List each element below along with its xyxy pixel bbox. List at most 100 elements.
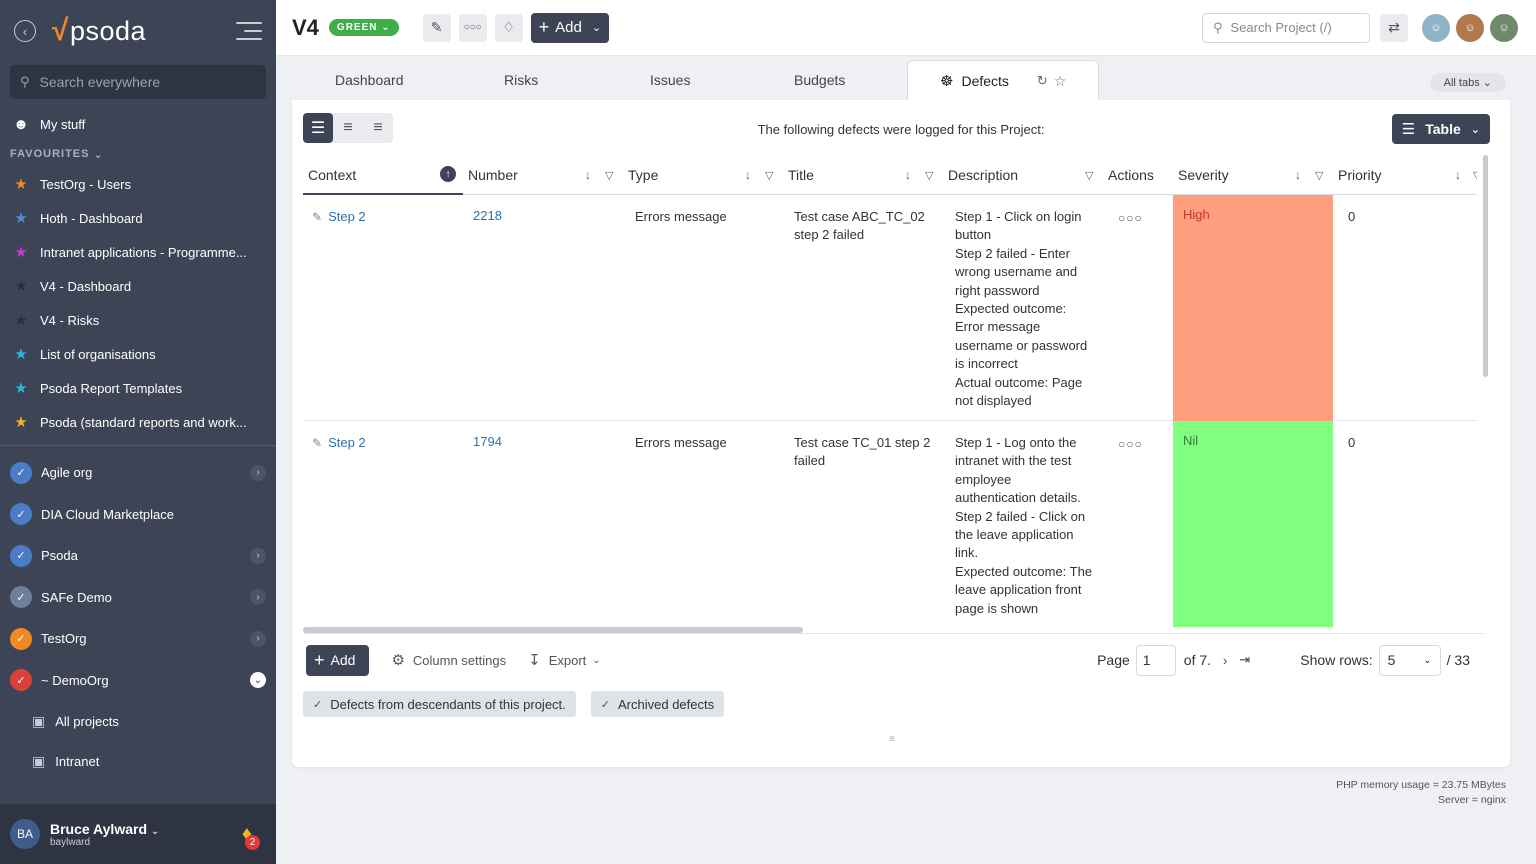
all-tabs-button[interactable]: All tabs ⌄ [1429,73,1506,92]
tab-dashboard[interactable]: Dashboard [335,72,404,88]
add-defect-button[interactable]: + Add [306,644,370,676]
horizontal-scrollbar[interactable] [303,627,803,633]
context-link[interactable]: ✎ Step 2 [312,209,366,224]
table-footer: + Add ⚙ Column settings ↧ Export ⌄ Page … [306,644,1470,676]
global-search-input[interactable]: ⚲ Search everywhere [10,65,266,99]
add-button[interactable]: + Add ⌄ [530,12,610,43]
sidebar-favourite-item[interactable]: ★ TestOrg - Users [0,167,276,201]
avatar[interactable]: ☺ [1454,11,1486,44]
resize-grip-icon[interactable]: ≡ [889,734,895,745]
refresh-icon[interactable]: ↻ [1036,73,1054,88]
sidebar-org-item[interactable]: ✓ TestOrg › [0,618,276,660]
filter-icon[interactable]: ▽ [765,169,774,182]
vertical-scrollbar[interactable] [1483,155,1488,377]
filter-icon[interactable]: ▽ [1315,169,1324,182]
pencil-icon[interactable]: ✎ [312,210,323,224]
project-search-input[interactable]: ⚲ Search Project (/) [1202,12,1370,43]
logo-text: psoda [69,15,147,46]
sidebar-favourite-item[interactable]: ★ Hoth - Dashboard [0,201,276,235]
context-link[interactable]: ✎ Step 2 [312,435,366,450]
star-icon[interactable]: ☆ [1053,72,1067,89]
column-header-severity[interactable]: Severity ↓ ▽ [1178,167,1324,183]
export-button[interactable]: ↧ Export ⌄ [528,651,601,669]
menu-icon[interactable] [236,22,262,40]
column-header-title[interactable]: Title ↓ ▽ [788,167,934,183]
next-page-icon[interactable]: › [1223,652,1228,668]
sidebar-favourite-item[interactable]: ★ Psoda (standard reports and work... [0,405,276,439]
column-header-type[interactable]: Type ↓ ▽ [628,167,774,183]
sidebar-favourite-item[interactable]: ★ Psoda Report Templates [0,371,276,405]
more-button[interactable]: ○○○ [458,13,487,42]
table-row[interactable]: ✎ Step 2 1794 Errors message Test case TC… [303,421,1477,627]
pencil-icon[interactable]: ✎ [312,436,323,450]
sort-asc-icon[interactable]: ↑ [440,166,456,182]
column-header-context[interactable]: Context ↑ [303,155,463,195]
chevron-right-icon[interactable]: › [250,589,266,606]
sidebar-item-label: TestOrg [41,631,87,647]
back-icon[interactable]: ‹ [14,20,36,42]
tag-button[interactable]: ♢ [494,13,523,42]
sidebar-favourite-item[interactable]: ★ V4 - Dashboard [0,269,276,303]
tab-issues[interactable]: Issues [650,72,691,88]
view-select-button[interactable]: ☰ Table ⌄ [1391,114,1490,144]
defect-number-link[interactable]: 1794 [473,434,502,449]
sort-icon[interactable]: ↓ [905,168,911,182]
sidebar-sub-item[interactable]: ▣ Intranet [0,741,276,781]
sidebar-org-item[interactable]: ✓ SAFe Demo › [0,577,276,619]
sort-icon[interactable]: ↓ [1295,168,1301,182]
sidebar-org-item[interactable]: ✓ ~ DemoOrg ⌄ [0,660,276,702]
sidebar-sub-item[interactable]: ▣ All projects [0,701,276,741]
sidebar-favourite-item[interactable]: ★ V4 - Risks [0,303,276,337]
density-normal-button[interactable]: ≡ [343,119,353,136]
sidebar-org-item[interactable]: ✓ Agile org › [0,452,276,494]
filter-icon[interactable]: ▽ [1085,169,1094,182]
avatar[interactable]: ☺ [1420,11,1452,44]
user-panel[interactable]: BA Bruce Aylward ⌄ baylward ♦ 2 [0,804,276,864]
total-count: / 33 [1446,652,1470,668]
chevron-right-icon[interactable]: › [250,547,266,564]
project-search-placeholder: Search Project (/) [1230,20,1332,35]
bell-icon[interactable]: ♦ 2 [242,823,260,850]
status-badge[interactable]: GREEN ⌄ [328,19,399,36]
density-compact-button[interactable]: ≡ [373,119,383,136]
descendants-filter-chip[interactable]: ✓ Defects from descendants of this projec… [303,691,576,717]
filter-icon[interactable]: ▽ [925,169,934,182]
column-header-priority[interactable]: Priority ↓ ▽ [1333,155,1477,195]
sidebar-favourite-item[interactable]: ★ List of organisations [0,337,276,371]
tab-defects[interactable]: ☸ Defects ↻ ☆ [907,60,1100,101]
defect-number-link[interactable]: 2218 [473,208,502,223]
chevron-down-icon[interactable]: ⌄ [250,672,266,689]
sort-icon[interactable]: ↓ [1455,168,1461,182]
column-header-number[interactable]: Number ↓ ▽ [468,167,614,183]
archived-filter-chip[interactable]: ✓ Archived defects [590,691,725,717]
table-row[interactable]: ✎ Step 2 2218 Errors message Test case AB… [303,195,1477,421]
page-input[interactable]: 1 [1135,644,1176,676]
column-header-description[interactable]: Description ▽ [948,167,1094,183]
column-settings-button[interactable]: ⚙ Column settings [391,651,506,669]
edit-button[interactable]: ✎ [422,13,451,42]
sidebar-item-my-stuff[interactable]: ☻ My stuff [0,107,276,141]
rows-per-page-select[interactable]: 5 ⌄ [1378,644,1441,676]
chevron-right-icon[interactable]: › [250,464,266,481]
sort-icon[interactable]: ↓ [585,168,591,182]
filter-chips: ✓ Defects from descendants of this projec… [303,691,739,717]
sidebar-item-label: List of organisations [40,346,156,362]
tab-budgets[interactable]: Budgets [794,72,846,88]
filter-icon[interactable]: ▽ [605,169,614,182]
logo[interactable]: √ psoda [52,14,146,48]
sort-icon[interactable]: ↓ [745,168,751,182]
chevron-right-icon[interactable]: › [250,630,266,647]
last-page-icon[interactable]: ⇥ [1239,652,1251,667]
sidebar-favourite-item[interactable]: ★ Intranet applications - Programme... [0,235,276,269]
tab-risks[interactable]: Risks [504,72,539,88]
sidebar-org-item[interactable]: ✓ Psoda › [0,535,276,577]
favourites-header[interactable]: FAVOURITES ⌄ [0,141,276,167]
avatar[interactable]: ☺ [1488,11,1520,44]
row-actions-icon[interactable]: ○○○ [1118,211,1143,225]
density-comfortable-button[interactable]: ☰ [303,113,333,143]
defects-table: Context ↑ Number ↓ ▽ Type ↓ ▽ Title ↓ ▽ … [303,155,1477,627]
switch-view-button[interactable]: ⇄ [1380,13,1408,42]
filter-icon[interactable]: ▽ [1473,169,1477,182]
sidebar-org-item[interactable]: ✓ DIA Cloud Marketplace [0,494,276,536]
row-actions-icon[interactable]: ○○○ [1118,437,1143,451]
